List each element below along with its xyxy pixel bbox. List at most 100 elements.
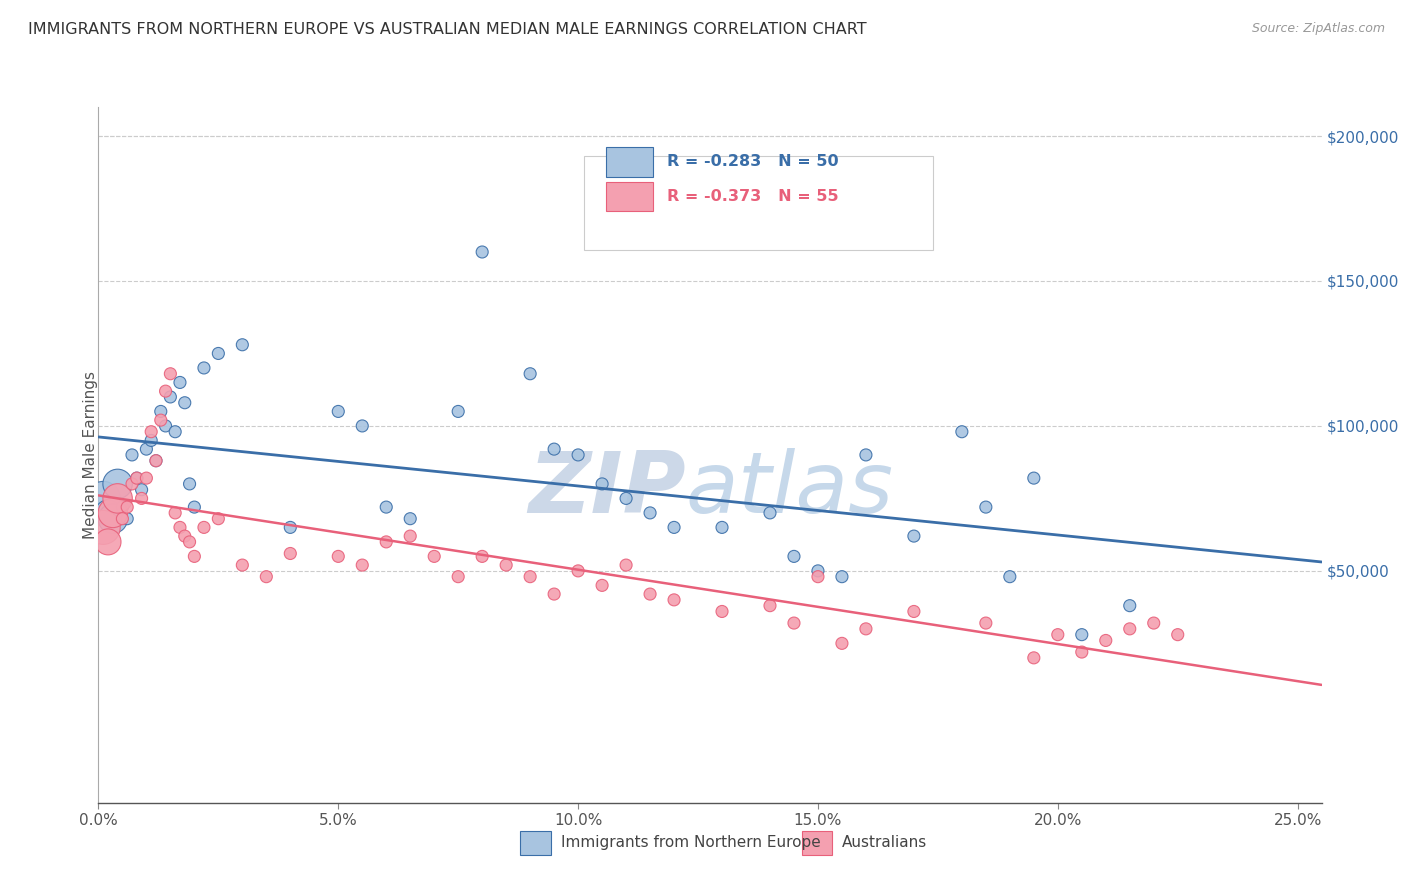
Point bbox=[115, 511, 138, 525]
Point bbox=[783, 549, 806, 564]
Text: IMMIGRANTS FROM NORTHERN EUROPE VS AUSTRALIAN MEDIAN MALE EARNINGS CORRELATION C: IMMIGRANTS FROM NORTHERN EUROPE VS AUSTR… bbox=[28, 22, 866, 37]
Point bbox=[567, 448, 589, 462]
Point bbox=[711, 520, 734, 534]
Point bbox=[169, 520, 191, 534]
Point bbox=[471, 549, 494, 564]
Bar bbox=[520, 830, 551, 855]
Point bbox=[149, 404, 172, 418]
Point bbox=[165, 506, 187, 520]
Bar bbox=[606, 147, 652, 177]
Point bbox=[207, 346, 229, 360]
Point bbox=[759, 599, 782, 613]
Point bbox=[375, 500, 398, 514]
Point bbox=[471, 244, 494, 259]
Point bbox=[855, 448, 877, 462]
Point bbox=[278, 520, 301, 534]
Point bbox=[1022, 471, 1045, 485]
Point bbox=[159, 390, 181, 404]
Text: ZIP: ZIP bbox=[527, 448, 686, 532]
Point bbox=[519, 570, 541, 584]
Point bbox=[97, 506, 120, 520]
Point bbox=[254, 570, 277, 584]
Point bbox=[1094, 633, 1116, 648]
Point bbox=[141, 425, 163, 439]
Point bbox=[974, 615, 997, 630]
FancyBboxPatch shape bbox=[583, 156, 932, 250]
Point bbox=[149, 413, 172, 427]
Point bbox=[662, 520, 685, 534]
Point bbox=[1070, 645, 1092, 659]
Point bbox=[111, 511, 134, 525]
Point bbox=[173, 529, 195, 543]
Point bbox=[155, 418, 177, 433]
Point bbox=[145, 453, 167, 467]
Point bbox=[614, 491, 637, 506]
Point bbox=[107, 491, 129, 506]
Point bbox=[807, 570, 830, 584]
Text: R = -0.373   N = 55: R = -0.373 N = 55 bbox=[668, 189, 839, 204]
Point bbox=[447, 404, 470, 418]
Point bbox=[131, 491, 153, 506]
Point bbox=[711, 605, 734, 619]
Point bbox=[1070, 628, 1092, 642]
Point bbox=[638, 587, 661, 601]
Point bbox=[567, 564, 589, 578]
Point bbox=[111, 500, 134, 514]
Point bbox=[121, 448, 143, 462]
Point bbox=[638, 506, 661, 520]
Point bbox=[831, 570, 853, 584]
Point bbox=[155, 384, 177, 398]
Point bbox=[125, 471, 148, 485]
Point bbox=[1167, 628, 1189, 642]
Point bbox=[807, 564, 830, 578]
Point bbox=[903, 529, 925, 543]
Point bbox=[903, 605, 925, 619]
Point bbox=[399, 529, 422, 543]
Point bbox=[831, 636, 853, 650]
Point bbox=[1022, 651, 1045, 665]
Point bbox=[328, 549, 350, 564]
Point bbox=[165, 425, 187, 439]
Point bbox=[169, 376, 191, 390]
Point bbox=[759, 506, 782, 520]
Point bbox=[159, 367, 181, 381]
Point bbox=[145, 453, 167, 467]
Point bbox=[352, 558, 374, 573]
Point bbox=[447, 570, 470, 584]
Point bbox=[1046, 628, 1069, 642]
Point bbox=[519, 367, 541, 381]
Point bbox=[231, 558, 253, 573]
Point bbox=[352, 418, 374, 433]
Point bbox=[543, 587, 565, 601]
Point bbox=[855, 622, 877, 636]
Point bbox=[179, 476, 201, 491]
Point bbox=[1143, 615, 1166, 630]
Point bbox=[399, 511, 422, 525]
Bar bbox=[801, 830, 832, 855]
Point bbox=[183, 549, 205, 564]
Point bbox=[278, 546, 301, 561]
Point bbox=[231, 338, 253, 352]
Point bbox=[141, 434, 163, 448]
Point bbox=[131, 483, 153, 497]
Point bbox=[207, 511, 229, 525]
Point bbox=[950, 425, 973, 439]
Point bbox=[662, 592, 685, 607]
Point bbox=[375, 534, 398, 549]
Point bbox=[97, 534, 120, 549]
Point bbox=[1119, 599, 1142, 613]
Text: Australians: Australians bbox=[842, 835, 928, 850]
Point bbox=[135, 442, 157, 456]
Point bbox=[193, 520, 215, 534]
Point bbox=[998, 570, 1021, 584]
Point bbox=[101, 511, 124, 525]
Point bbox=[783, 615, 806, 630]
Text: Immigrants from Northern Europe: Immigrants from Northern Europe bbox=[561, 835, 821, 850]
Text: Source: ZipAtlas.com: Source: ZipAtlas.com bbox=[1251, 22, 1385, 36]
Point bbox=[543, 442, 565, 456]
Y-axis label: Median Male Earnings: Median Male Earnings bbox=[83, 371, 97, 539]
Point bbox=[1119, 622, 1142, 636]
Point bbox=[125, 471, 148, 485]
Point bbox=[183, 500, 205, 514]
Bar bbox=[606, 182, 652, 211]
